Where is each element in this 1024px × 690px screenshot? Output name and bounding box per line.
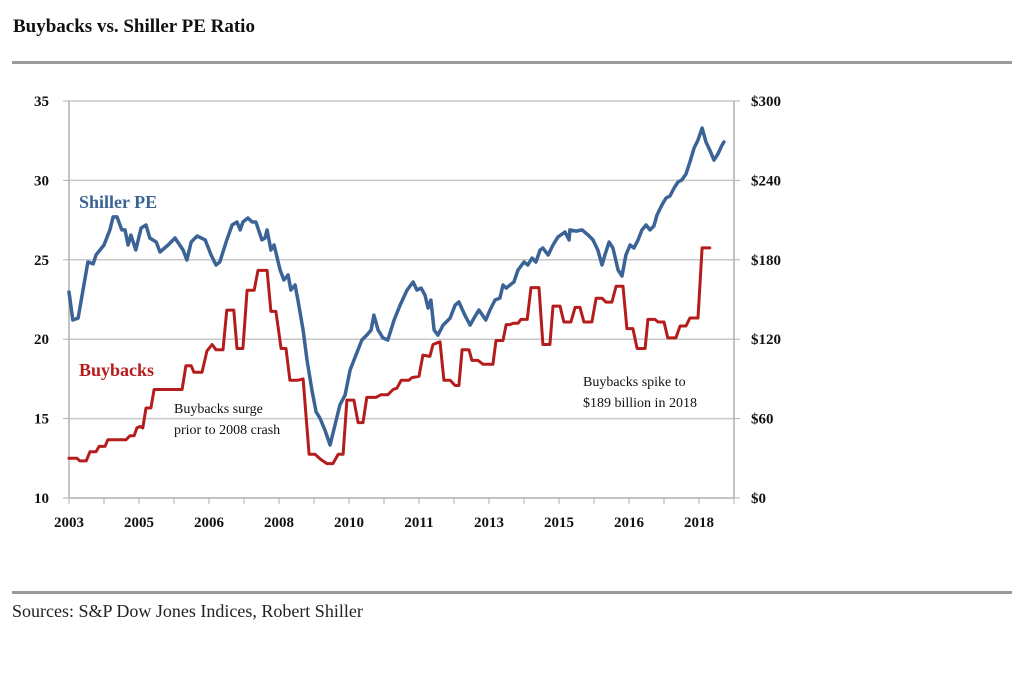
chart-title: Buybacks vs. Shiller PE Ratio: [13, 16, 255, 37]
x-axis-tick-label: 2006: [194, 515, 225, 531]
right-axis-tick-label: $0: [751, 491, 766, 507]
shiller-pe-line: [67, 126, 726, 447]
x-axis-tick-label: 2016: [614, 515, 645, 531]
x-axis-tick-label: 2010: [334, 515, 364, 531]
source-note: Sources: S&P Dow Jones Indices, Robert S…: [12, 601, 363, 621]
annotation-surge-line2: prior to 2008 crash: [174, 423, 280, 438]
left-axis-tick-label: 30: [34, 173, 49, 189]
buybacks-line: [67, 246, 712, 466]
annotation-spike-line2: $189 billion in 2018: [583, 396, 697, 411]
x-axis-tick-label: 2018: [684, 515, 714, 531]
gridlines: [69, 100, 734, 420]
left-axis-tick-label: 35: [34, 94, 49, 110]
left-axis-tick-label: 15: [34, 412, 49, 428]
series-lines: [67, 126, 726, 466]
annotation-spike-line1: Buybacks spike to: [583, 375, 686, 390]
footer-divider: [12, 591, 1012, 594]
left-axis-tick-label: 20: [34, 332, 49, 348]
x-axis-tick-label: 2008: [264, 515, 294, 531]
chart-labels: 10 $0 15 $60 20 $120 25 $180 30 $240 35 $300 2003 200…: [34, 94, 781, 531]
right-axis-tick-label: $60: [751, 412, 774, 428]
right-axis-tick-label: $180: [751, 253, 781, 269]
x-axis-tick-label: 2013: [474, 515, 504, 531]
annotation-surge-line1: Buybacks surge: [174, 402, 263, 417]
x-axis-tick-label: 2003: [54, 515, 84, 531]
buybacks-label: Buybacks: [79, 360, 154, 380]
right-axis-tick-label: $300: [751, 94, 781, 110]
left-axis-tick-label: 25: [34, 253, 49, 269]
title-divider: [12, 61, 1012, 64]
x-axis-tick-label: 2015: [544, 515, 574, 531]
left-axis-tick-label: 10: [34, 491, 49, 507]
right-axis-tick-label: $240: [751, 173, 781, 189]
shiller-pe-label: Shiller PE: [79, 192, 157, 212]
x-axis-tick-label: 2011: [404, 515, 433, 531]
right-axis-tick-label: $120: [751, 332, 781, 348]
x-axis-tick-label: 2005: [124, 515, 154, 531]
